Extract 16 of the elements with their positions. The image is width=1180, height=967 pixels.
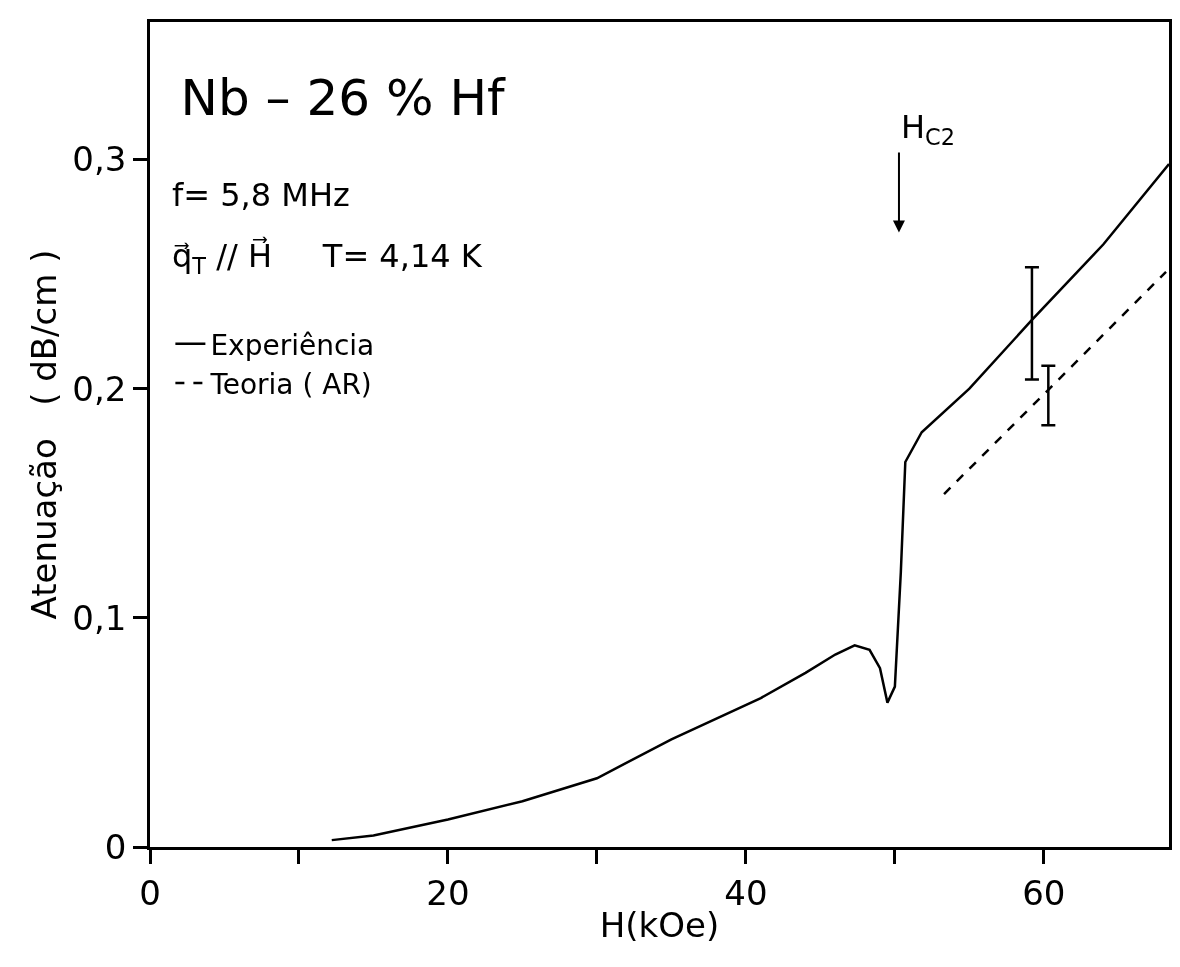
annotation: H$_{C2}$ — [901, 108, 955, 150]
y-tick-label: 0,1 — [72, 597, 127, 638]
x-tick-label: 40 — [724, 872, 768, 913]
x-tick-label: 0 — [139, 872, 161, 913]
annotation: f= 5,8 MHz — [172, 176, 350, 214]
y-tick-label: 0,2 — [72, 368, 127, 409]
text: Nb – 26 % Hf — [180, 68, 507, 127]
y-axis-title: Atenuação ( dB/cm ) — [23, 249, 64, 620]
legend-label: Teoria ( AR) — [209, 368, 372, 402]
x-axis-title: H(kOe) — [599, 904, 720, 945]
annotation: q⃗$_{T}$ // H⃗ T= 4,14 K — [172, 236, 483, 279]
y-tick-label: 0,3 — [72, 139, 127, 180]
y-tick-label: 0 — [104, 826, 127, 867]
x-tick-label: 20 — [426, 872, 470, 913]
x-tick-label: 60 — [1022, 872, 1066, 913]
legend-label: Experiência — [210, 328, 375, 362]
